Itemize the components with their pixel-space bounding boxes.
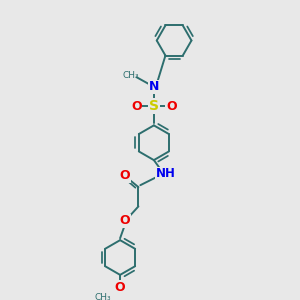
- Text: S: S: [149, 99, 159, 113]
- Text: CH₃: CH₃: [94, 292, 111, 300]
- Text: N: N: [149, 80, 159, 93]
- Text: O: O: [115, 281, 125, 294]
- Text: CH₃: CH₃: [122, 71, 139, 80]
- Text: O: O: [120, 214, 130, 227]
- Text: O: O: [131, 100, 142, 112]
- Text: NH: NH: [155, 167, 176, 180]
- Text: O: O: [166, 100, 176, 112]
- Text: O: O: [120, 169, 130, 182]
